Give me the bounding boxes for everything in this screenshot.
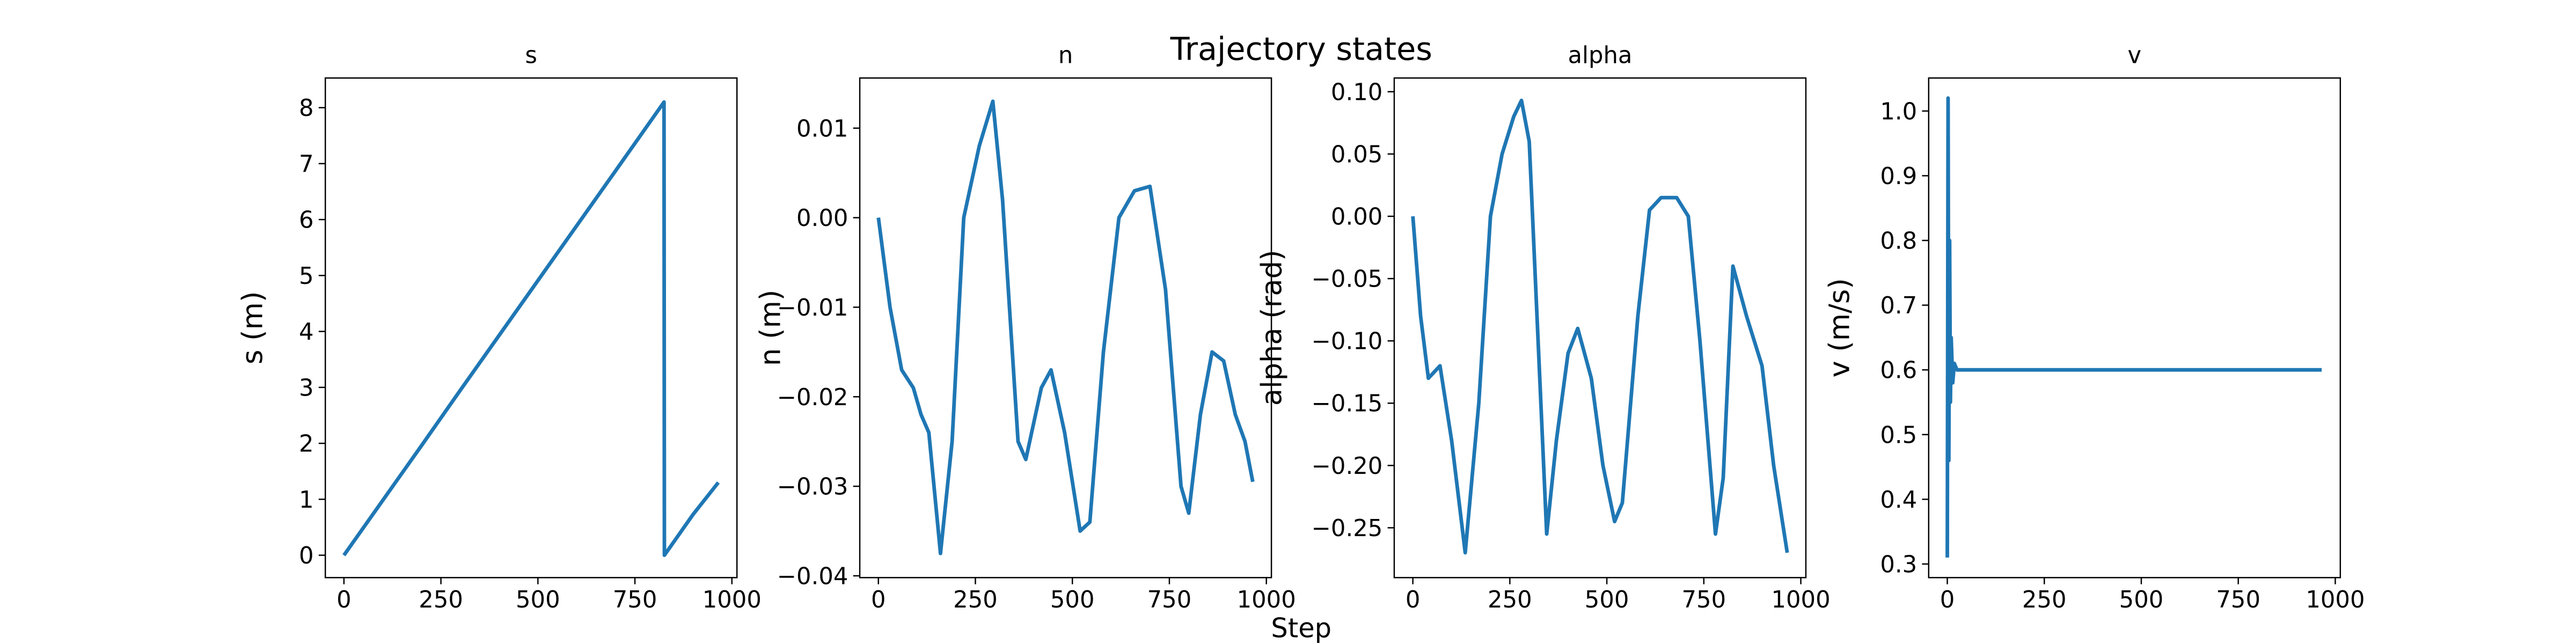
axes-frame bbox=[324, 77, 738, 579]
y-tick-label: 4 bbox=[299, 319, 314, 346]
y-tick-label: −0.25 bbox=[1312, 515, 1383, 542]
y-tick-label: 0.3 bbox=[1880, 551, 1917, 578]
y-tick-label: 0.00 bbox=[1331, 204, 1382, 231]
data-line bbox=[342, 100, 720, 557]
x-tick-label: 750 bbox=[1147, 587, 1192, 613]
subplot-title: s bbox=[525, 42, 537, 69]
y-tick-label: 0.10 bbox=[1331, 79, 1382, 106]
y-tick-label: 2 bbox=[299, 431, 314, 458]
y-tick-label: −0.02 bbox=[777, 384, 848, 411]
y-tick-label: −0.20 bbox=[1312, 453, 1383, 480]
x-tick-label: 500 bbox=[1585, 587, 1629, 613]
y-tick-label: 0 bbox=[299, 543, 314, 569]
x-tick-label: 250 bbox=[2022, 587, 2067, 613]
x-tick-label: 1000 bbox=[2306, 587, 2365, 613]
y-tick-label: −0.10 bbox=[1312, 328, 1383, 355]
figure-title: Trajectory states bbox=[1170, 30, 1432, 67]
y-tick-label: −0.04 bbox=[777, 563, 848, 590]
subplot-title: alpha bbox=[1568, 42, 1632, 69]
data-line bbox=[1411, 98, 1789, 555]
y-tick-label: 6 bbox=[299, 207, 314, 234]
x-tick-label: 750 bbox=[613, 587, 657, 613]
subplot-title: v bbox=[2128, 42, 2142, 69]
y-tick-label: 0.00 bbox=[796, 205, 848, 232]
y-tick-label: 0.9 bbox=[1880, 163, 1917, 190]
y-tick-label: 0.7 bbox=[1880, 292, 1917, 319]
y-tick-label: 0.01 bbox=[796, 115, 848, 142]
y-axis-label: n (m) bbox=[755, 290, 787, 366]
x-tick-label: 500 bbox=[1050, 587, 1095, 613]
y-tick-label: 5 bbox=[299, 263, 314, 290]
axes-frame bbox=[1393, 77, 1807, 579]
x-tick-label: 750 bbox=[2216, 587, 2260, 613]
x-tick-label: 250 bbox=[953, 587, 998, 613]
y-tick-label: −0.01 bbox=[777, 295, 848, 321]
x-tick-label: 0 bbox=[1406, 587, 1421, 613]
y-tick-label: 0.5 bbox=[1880, 422, 1917, 449]
y-axis-label: s (m) bbox=[237, 291, 269, 364]
y-tick-label: 8 bbox=[299, 95, 314, 122]
y-tick-label: −0.03 bbox=[777, 474, 848, 501]
x-tick-label: 500 bbox=[2119, 587, 2164, 613]
y-tick-label: −0.05 bbox=[1312, 266, 1383, 293]
x-tick-label: 250 bbox=[1488, 587, 1532, 613]
x-tick-label: 0 bbox=[871, 587, 886, 613]
x-tick-label: 0 bbox=[336, 587, 352, 613]
x-tick-label: 1000 bbox=[1237, 587, 1296, 613]
data-line bbox=[1945, 96, 2322, 558]
y-axis-label: v (m/s) bbox=[1823, 278, 1856, 377]
y-axis-label: alpha (rad) bbox=[1256, 250, 1289, 406]
y-tick-label: 7 bbox=[299, 151, 314, 178]
y-tick-label: 1.0 bbox=[1880, 98, 1917, 125]
x-tick-label: 0 bbox=[1940, 587, 1955, 613]
y-tick-label: −0.15 bbox=[1312, 391, 1383, 418]
y-tick-label: 3 bbox=[299, 375, 314, 401]
data-line bbox=[876, 99, 1255, 555]
y-tick-label: 1 bbox=[299, 487, 314, 514]
x-axis-label: Step bbox=[1271, 613, 1331, 644]
y-tick-label: 0.05 bbox=[1331, 141, 1382, 168]
y-tick-label: 0.4 bbox=[1880, 487, 1917, 514]
y-tick-label: 0.8 bbox=[1880, 228, 1917, 254]
subplot-title: n bbox=[1058, 42, 1073, 69]
x-tick-label: 1000 bbox=[1771, 587, 1830, 613]
y-tick-label: 0.6 bbox=[1880, 357, 1917, 384]
axes-frame bbox=[1928, 77, 2341, 579]
x-tick-label: 500 bbox=[516, 587, 560, 613]
axes-frame bbox=[859, 77, 1272, 579]
x-tick-label: 750 bbox=[1682, 587, 1726, 613]
x-tick-label: 250 bbox=[419, 587, 463, 613]
x-tick-label: 1000 bbox=[702, 587, 762, 613]
